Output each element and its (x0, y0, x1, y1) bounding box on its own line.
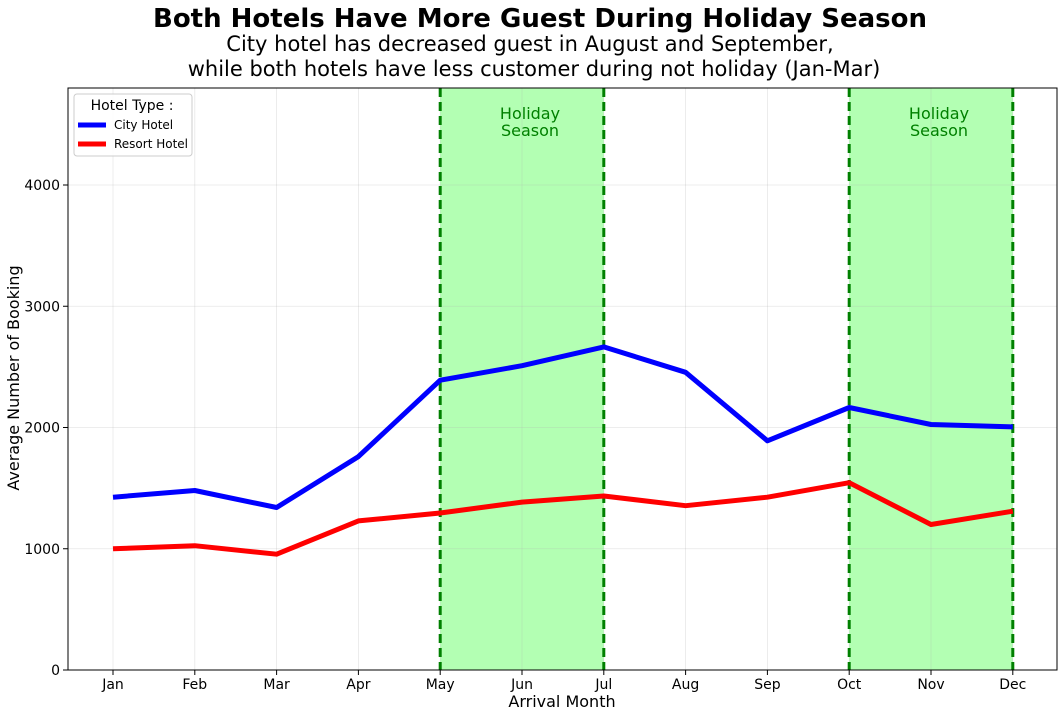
x-tick-label: Feb (182, 677, 207, 693)
chart-title: Both Hotels Have More Guest During Holid… (153, 4, 927, 34)
series-line-city-hotel (112, 344, 1013, 510)
x-tick-label: Aug (672, 677, 699, 693)
x-axis-label: Arrival Month (508, 692, 615, 711)
x-tick-label: May (426, 677, 455, 693)
x-tick-label: Jan (101, 677, 124, 693)
holiday-band-1-label-line-2: Season (501, 121, 559, 140)
legend-box (73, 93, 193, 157)
x-tick-label: Dec (999, 677, 1026, 693)
y-tick-label: 0 (51, 663, 60, 679)
legend-title: Hotel Type : (91, 98, 174, 114)
chart-subtitle-line-2: while both hotels have less customer dur… (188, 57, 881, 81)
holiday-band-1 (440, 88, 604, 670)
x-tick-label: Oct (837, 677, 862, 693)
holiday-band-2-label-line-2: Season (910, 121, 968, 140)
y-tick-label: 2000 (24, 421, 60, 437)
y-tick-label: 3000 (24, 299, 60, 315)
x-tick-label: Sep (754, 677, 781, 693)
holiday-band-2-label-line-1: Holiday (909, 104, 969, 123)
x-tick-label: Nov (917, 677, 944, 693)
x-tick-label: Jul (594, 677, 612, 693)
holiday-band-1-label-line-1: Holiday (500, 104, 560, 123)
legend-label-resort-hotel: Resort Hotel (114, 137, 188, 151)
y-tick-label: 1000 (24, 542, 60, 558)
chart-subtitle-line-1: City hotel has decreased guest in August… (226, 32, 833, 56)
y-tick-label: 4000 (24, 178, 60, 194)
x-tick-label: Mar (263, 677, 290, 693)
plot-frame (67, 87, 1058, 671)
y-axis-label: Average Number of Booking (4, 265, 23, 490)
series-line-resort-hotel (112, 480, 1014, 557)
x-tick-label: Apr (346, 677, 370, 693)
holiday-band-2 (849, 88, 1013, 670)
x-tick-label: Jun (510, 677, 533, 693)
legend-label-city-hotel: City Hotel (114, 118, 173, 132)
